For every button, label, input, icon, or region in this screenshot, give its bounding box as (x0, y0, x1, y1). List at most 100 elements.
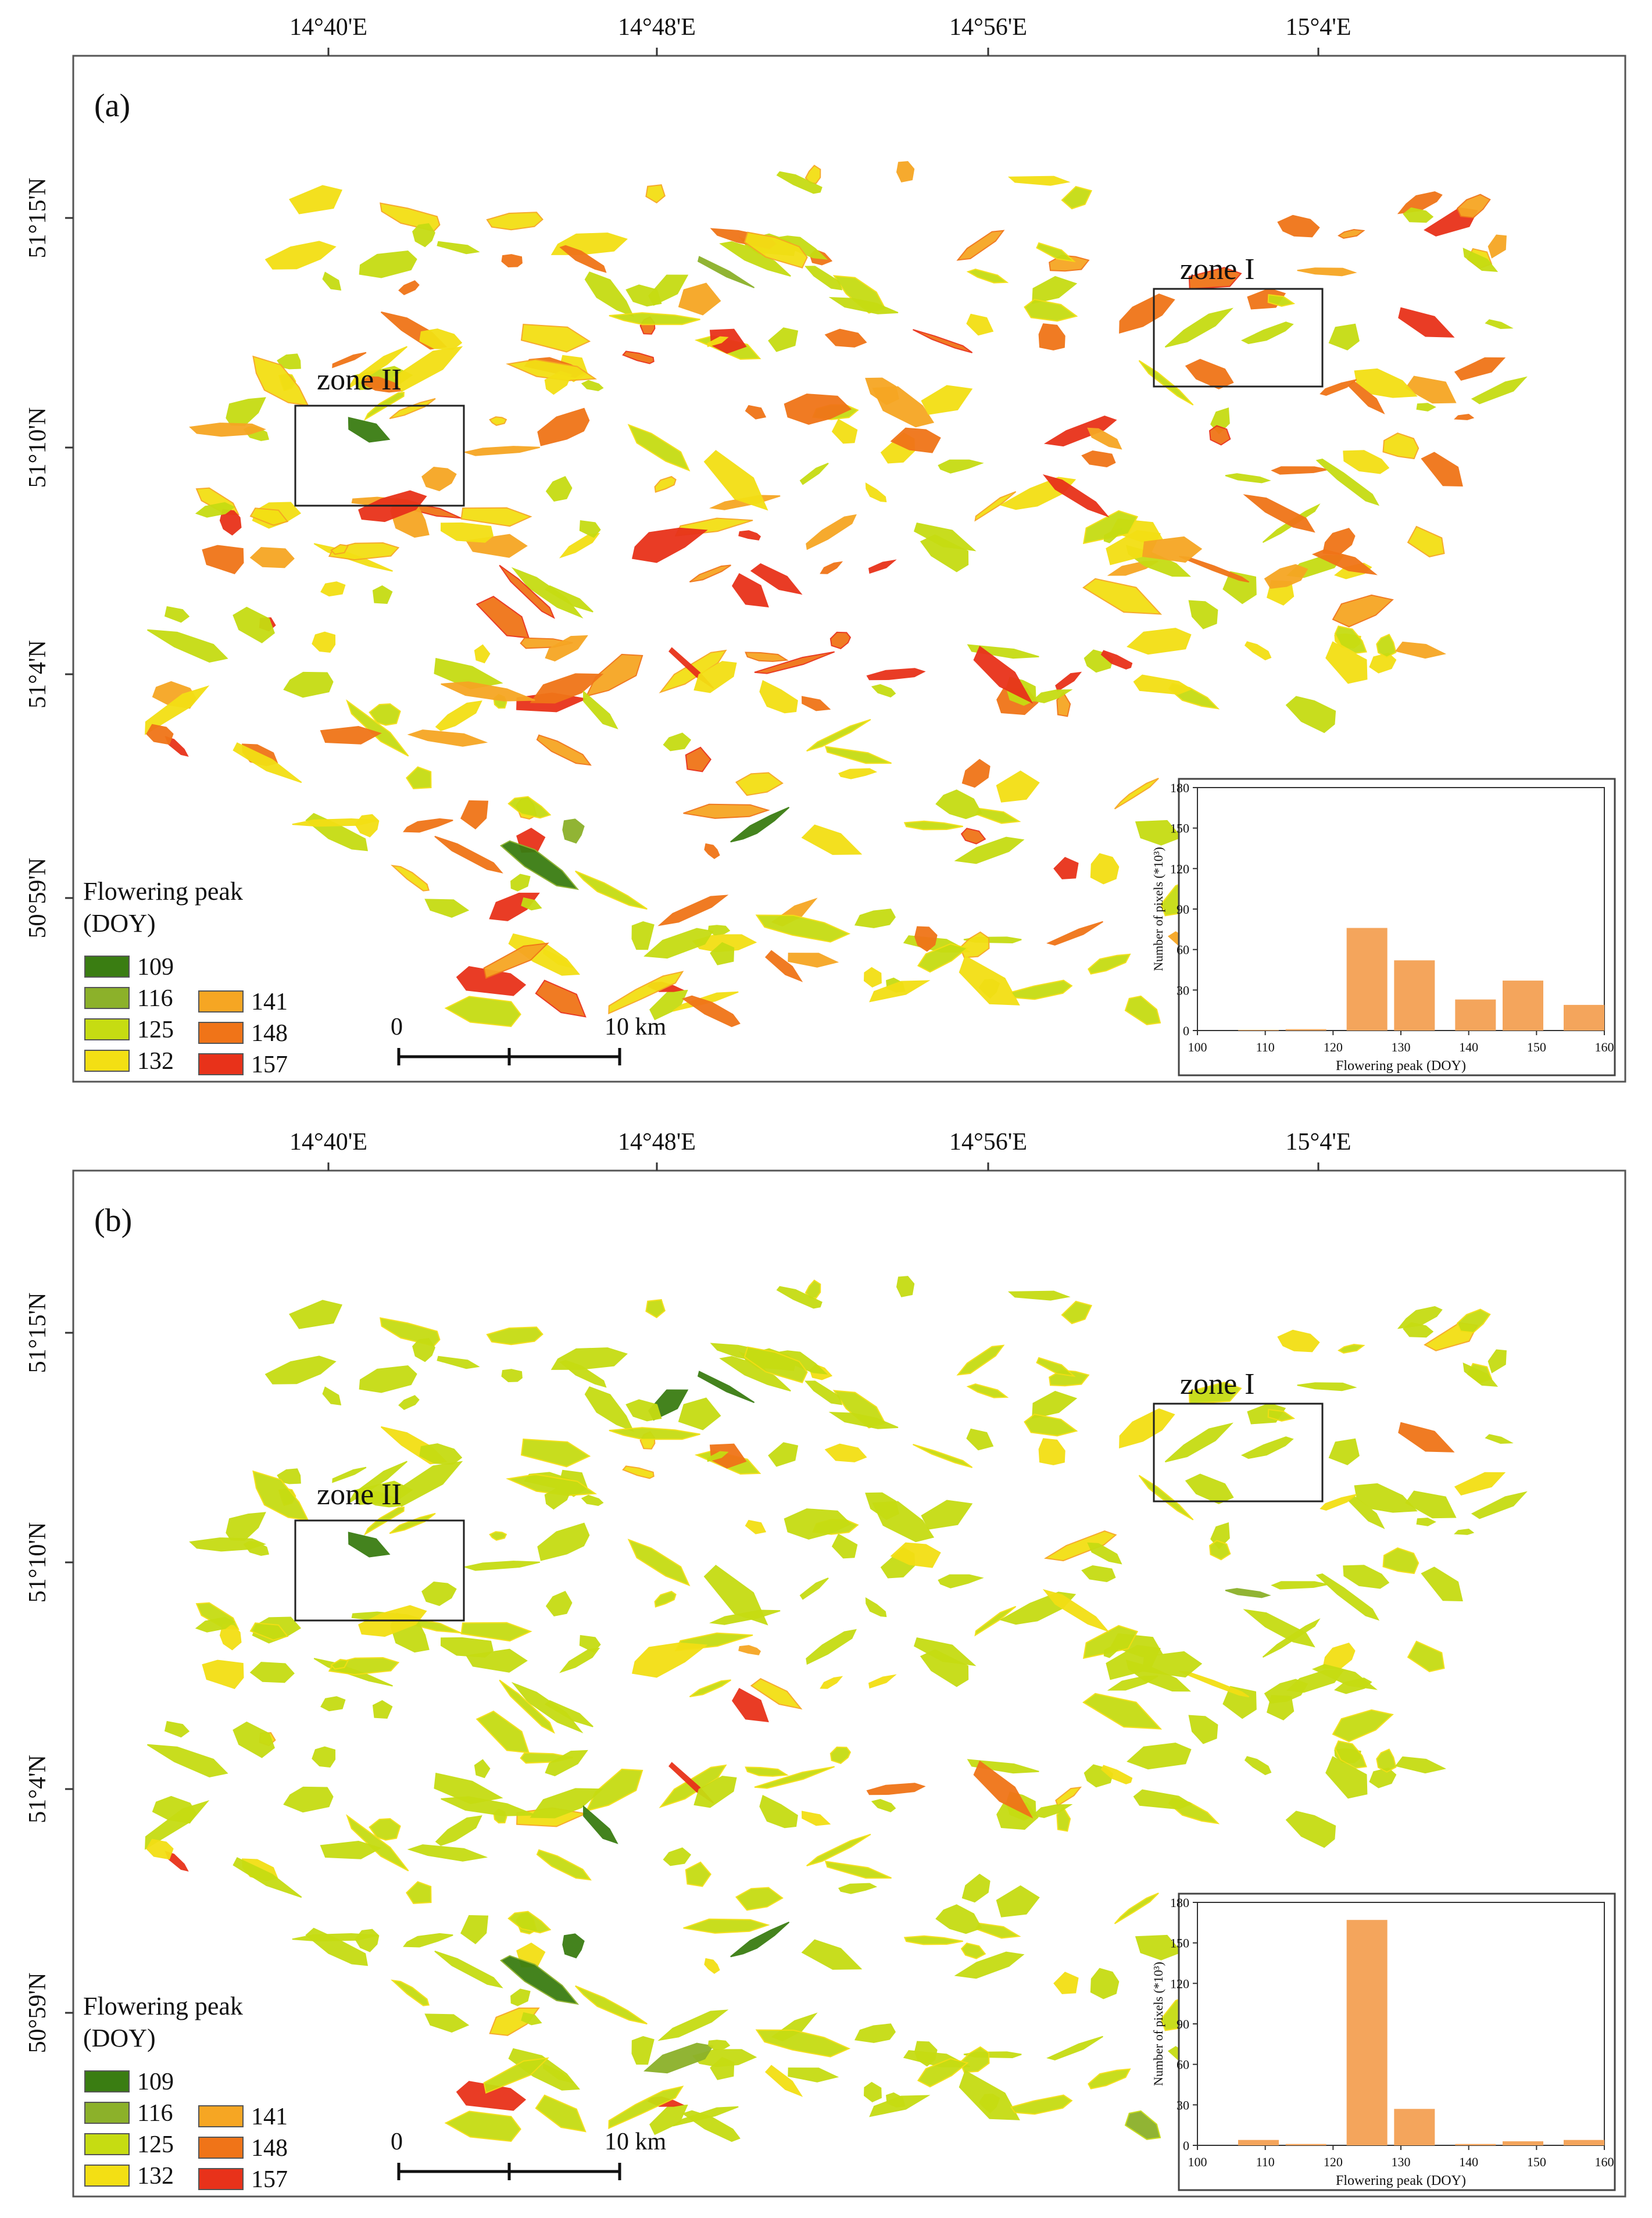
crop-field (865, 377, 899, 406)
crop-field (499, 564, 555, 619)
crop-field (545, 635, 588, 661)
legend-item-label: 141 (251, 2103, 288, 2130)
crop-field (1142, 536, 1203, 563)
histogram-bar (1564, 2140, 1604, 2145)
crop-field (903, 820, 963, 831)
crop-field (202, 1659, 244, 1689)
crop-field (510, 874, 531, 892)
crop-field (1087, 427, 1122, 450)
crop-field (1271, 1581, 1328, 1590)
crop-field (537, 1522, 590, 1561)
histogram-y-tick-label: 90 (1177, 902, 1189, 917)
histogram-x-tick-label: 140 (1459, 2155, 1478, 2169)
crop-field (938, 1574, 984, 1589)
crop-field (914, 926, 938, 952)
crop-field (292, 818, 378, 827)
crop-field (575, 870, 648, 910)
crop-field (920, 1649, 969, 1687)
crop-field (1188, 1715, 1218, 1744)
crop-field (913, 1444, 973, 1468)
legend-subtitle: (DOY) (83, 2024, 156, 2052)
crop-field (1088, 953, 1131, 975)
crop-field (707, 336, 729, 348)
crop-field (1061, 1300, 1093, 1325)
histogram-x-tick-label: 110 (1256, 2155, 1275, 2169)
crop-field (1100, 1765, 1133, 1784)
crop-field (145, 685, 210, 735)
crop-field (820, 1676, 843, 1689)
crop-field (678, 282, 721, 316)
longitude-label: 14°56'E (949, 14, 1027, 41)
crop-field (625, 284, 662, 307)
crop-field (283, 1786, 334, 1813)
crop-field (486, 212, 543, 231)
crop-field (776, 1286, 823, 1309)
crop-field (1332, 1709, 1394, 1743)
crop-field (768, 327, 799, 352)
crop-field (627, 424, 691, 472)
crop-field (359, 250, 417, 278)
crop-field (996, 1885, 1040, 1918)
crop-field (544, 585, 593, 613)
crop-field (966, 1428, 994, 1451)
crop-field (1103, 528, 1123, 543)
crop-field (784, 393, 852, 425)
legend-swatch (84, 2070, 130, 2092)
crop-field (332, 352, 367, 369)
crop-field (501, 1369, 523, 1383)
crop-field (1036, 242, 1076, 263)
crop-field (1055, 671, 1082, 692)
zone1-box (1153, 288, 1324, 388)
crop-field (1277, 1329, 1320, 1353)
crop-field (348, 1532, 391, 1558)
histogram-x-tick-label: 120 (1324, 2155, 1343, 2169)
crop-field (1421, 1566, 1463, 1602)
crop-field (521, 2012, 542, 2026)
crop-field (707, 1451, 729, 1462)
crop-field (681, 995, 741, 1028)
crop-field (1394, 1756, 1447, 1774)
histogram-y-label: Number of pixels (*10³) (1151, 847, 1165, 971)
crop-field (1343, 1565, 1390, 1589)
histogram-bar (1238, 1029, 1279, 1031)
crop-field (1267, 1408, 1296, 1422)
crop-field (1055, 1786, 1082, 1806)
crop-field (499, 1955, 580, 2005)
crop-field (806, 718, 871, 752)
zone2-label: zone II (317, 1478, 402, 1511)
crop-field (252, 1470, 309, 1521)
legend-item-label: 125 (137, 1017, 174, 1043)
crop-field (1240, 321, 1294, 345)
crop-field (1053, 1972, 1079, 1994)
crop-field (189, 423, 266, 437)
crop-field (829, 631, 852, 650)
crop-field (1222, 1686, 1257, 1719)
histogram-y-tick-label: 120 (1170, 861, 1189, 876)
crop-field (1024, 299, 1078, 322)
crop-field (219, 509, 242, 536)
crop-field (1338, 1343, 1365, 1354)
crop-field (967, 1759, 1039, 1774)
crop-field (1267, 294, 1296, 307)
crop-field (1487, 1349, 1507, 1373)
crop-field (1334, 1740, 1367, 1769)
zone2-box (294, 405, 465, 507)
crop-field (759, 1794, 798, 1829)
crop-field (896, 1276, 915, 1297)
crop-field (372, 1700, 393, 1719)
crop-field (460, 1622, 532, 1642)
crop-field (1320, 379, 1357, 396)
histogram-y-tick-label: 60 (1177, 2058, 1189, 2072)
crop-field (437, 241, 480, 255)
histogram-x-label: Flowering peak (DOY) (1336, 1058, 1466, 1074)
crop-field (1322, 528, 1356, 555)
crop-field (332, 1466, 367, 1483)
crop-field (1032, 1804, 1073, 1818)
crop-field (483, 2057, 549, 2094)
crop-field (390, 864, 430, 892)
crop-field (704, 843, 720, 860)
crop-field (974, 1605, 1017, 1637)
crop-field (437, 1355, 480, 1369)
crop-field (1046, 2035, 1103, 2060)
crop-field (745, 405, 767, 420)
